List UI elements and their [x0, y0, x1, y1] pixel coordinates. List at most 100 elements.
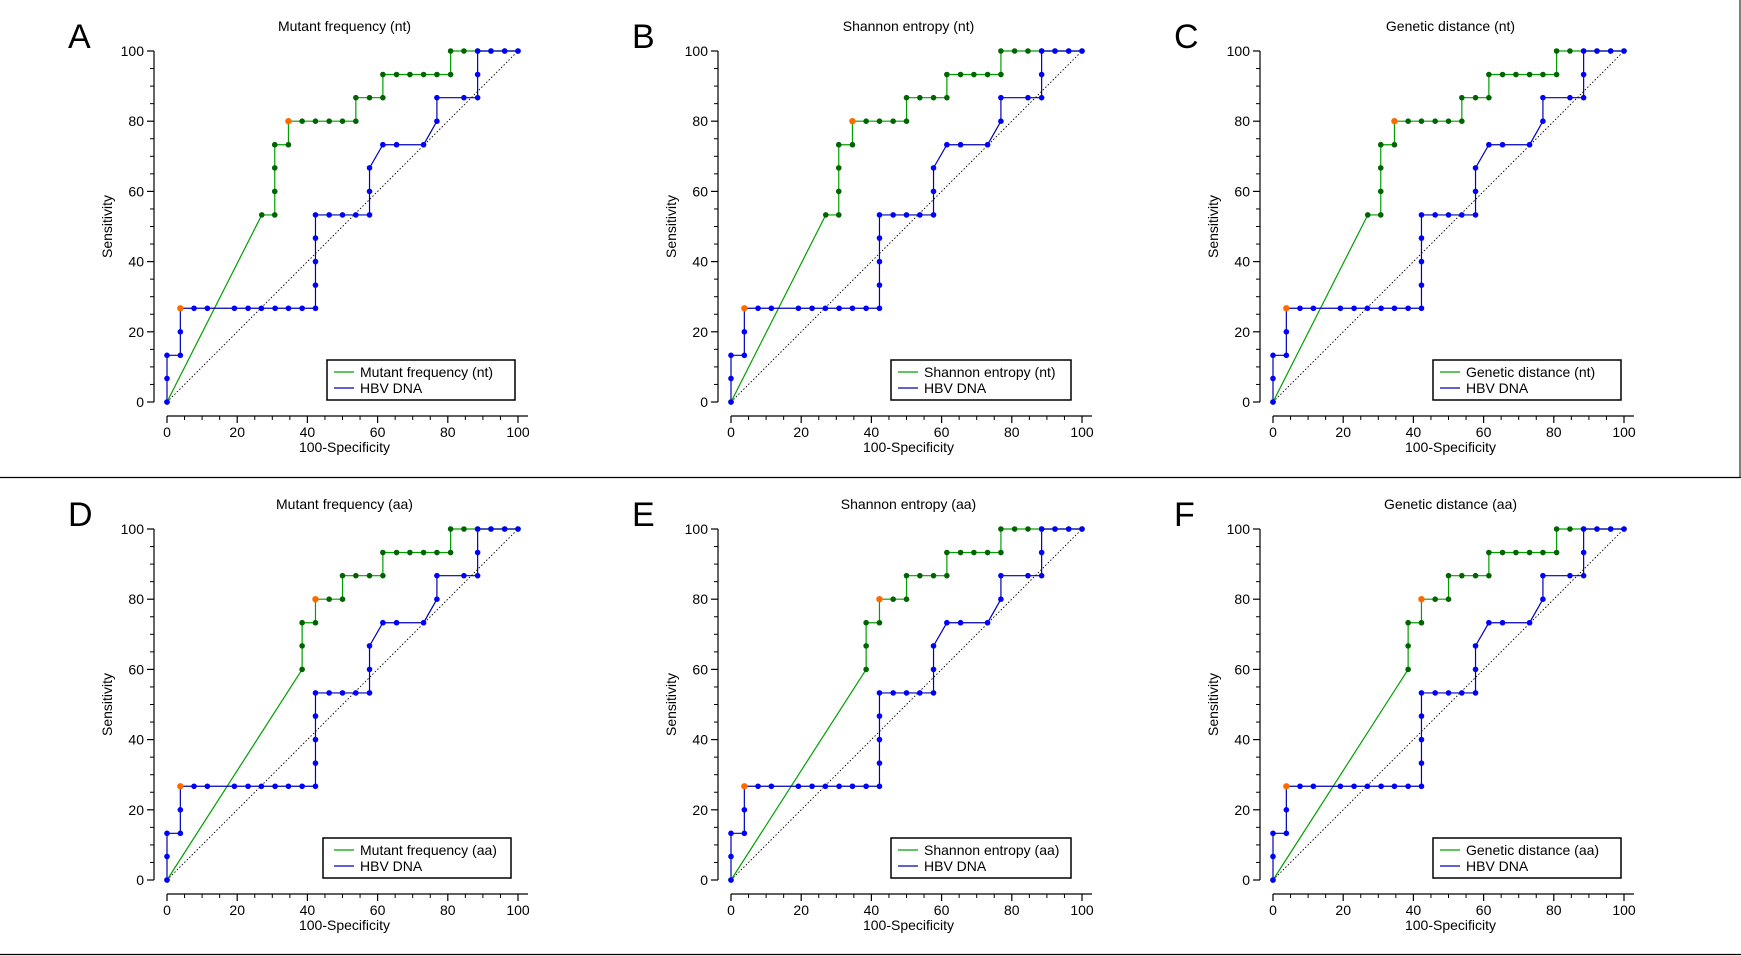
x-tick-label: 20: [229, 424, 245, 440]
roc-point: [1594, 48, 1600, 54]
roc-point: [1459, 572, 1465, 579]
y-tick-label: 0: [1242, 872, 1250, 888]
roc-point: [1337, 783, 1344, 790]
y-tick-label: 60: [128, 183, 144, 199]
roc-point: [1377, 165, 1384, 171]
legend-box: [326, 359, 516, 401]
roc-point: [944, 572, 950, 579]
roc-point: [515, 526, 521, 532]
roc-point: [809, 305, 815, 312]
panel-letter: A: [68, 18, 91, 56]
roc-point: [1472, 690, 1479, 696]
roc-point: [1445, 572, 1452, 579]
reference-diagonal: [1272, 50, 1625, 403]
x-tick-label: 100: [1612, 902, 1636, 918]
y-tick-label: 100: [1227, 43, 1251, 59]
x-tick-label: 80: [1004, 424, 1020, 440]
reference-diagonal: [730, 528, 1083, 881]
roc-point: [1038, 549, 1045, 556]
y-tick-label: 80: [1234, 591, 1250, 607]
roc-point: [849, 141, 856, 148]
roc-point: [1065, 48, 1072, 54]
plot-title: Mutant frequency (aa): [276, 496, 413, 512]
roc-point: [944, 619, 950, 626]
roc-point: [1052, 48, 1058, 54]
roc-point: [1418, 783, 1425, 790]
roc-point: [1472, 643, 1479, 649]
x-tick-label: 0: [1269, 424, 1277, 440]
roc-point: [998, 118, 1004, 124]
y-tick-label: 40: [1234, 254, 1250, 270]
roc-point: [177, 352, 184, 359]
roc-point: [1486, 549, 1492, 556]
roc-point: [1405, 305, 1411, 312]
roc-point: [447, 526, 454, 532]
x-axis-label: 100-Specificity: [299, 439, 390, 455]
roc-point: [1283, 830, 1290, 837]
roc-point: [353, 572, 359, 579]
roc-point: [1486, 71, 1492, 78]
panel-B: B Shannon entropy (nt) 0 20 40 60 80 100 0 20 40 60…: [632, 18, 1094, 455]
roc-point: [998, 48, 1004, 54]
roc-point: [917, 572, 923, 579]
y-tick-label: 60: [692, 661, 708, 677]
legend-label: HBV DNA: [924, 380, 987, 396]
roc-point: [768, 305, 775, 312]
roc-point: [836, 305, 842, 312]
roc-point: [1011, 48, 1018, 54]
roc-point: [501, 526, 508, 532]
roc-point: [1377, 212, 1384, 218]
roc-point: [863, 666, 869, 673]
plot-title: Shannon entropy (nt): [843, 18, 975, 34]
roc-point: [1553, 48, 1560, 54]
y-tick-label: 80: [1234, 113, 1250, 129]
roc-point: [1540, 71, 1546, 78]
roc-point: [944, 71, 950, 78]
roc-point: [1418, 118, 1425, 124]
roc-point: [984, 549, 991, 556]
roc-point: [1445, 212, 1452, 218]
roc-point: [434, 71, 440, 78]
roc-point: [258, 305, 265, 312]
roc-point: [1364, 212, 1371, 218]
roc-point: [835, 141, 842, 148]
roc-point: [728, 375, 734, 382]
roc-point: [164, 877, 170, 883]
roc-point: [998, 549, 1004, 556]
roc-point: [998, 94, 1004, 101]
legend-box: [322, 837, 512, 879]
roc-point: [258, 212, 265, 218]
y-axis-label: Sensitivity: [663, 673, 679, 736]
roc-point: [835, 165, 842, 171]
roc-point: [1418, 619, 1425, 626]
x-tick-label: 100: [1612, 424, 1636, 440]
roc-point: [971, 71, 977, 78]
optimal-cutoff-point: [849, 118, 856, 125]
roc-point: [1378, 305, 1384, 312]
roc-point: [326, 596, 332, 602]
roc-point: [271, 188, 278, 195]
roc-point: [1580, 94, 1587, 101]
optimal-cutoff-point: [1418, 596, 1425, 603]
y-axis-label: Sensitivity: [99, 673, 115, 736]
roc-point: [488, 526, 494, 532]
roc-point: [863, 118, 869, 124]
roc-point: [863, 783, 869, 790]
roc-point: [1499, 619, 1506, 626]
roc-point: [434, 549, 440, 556]
y-tick-label: 40: [128, 254, 144, 270]
y-tick-label: 20: [128, 324, 144, 340]
optimal-cutoff-point: [876, 596, 883, 603]
roc-point: [1283, 329, 1290, 335]
x-tick-label: 60: [934, 902, 950, 918]
panel-letter: B: [632, 18, 655, 56]
roc-point: [1065, 526, 1072, 532]
roc-point: [1567, 526, 1573, 532]
roc-point: [1526, 71, 1533, 78]
roc-point: [1405, 643, 1411, 649]
roc-point: [1445, 596, 1452, 602]
legend-label: Mutant frequency (aa): [360, 842, 497, 858]
roc-point: [1540, 549, 1546, 556]
y-tick-label: 60: [1234, 661, 1250, 677]
reference-diagonal: [166, 528, 519, 881]
